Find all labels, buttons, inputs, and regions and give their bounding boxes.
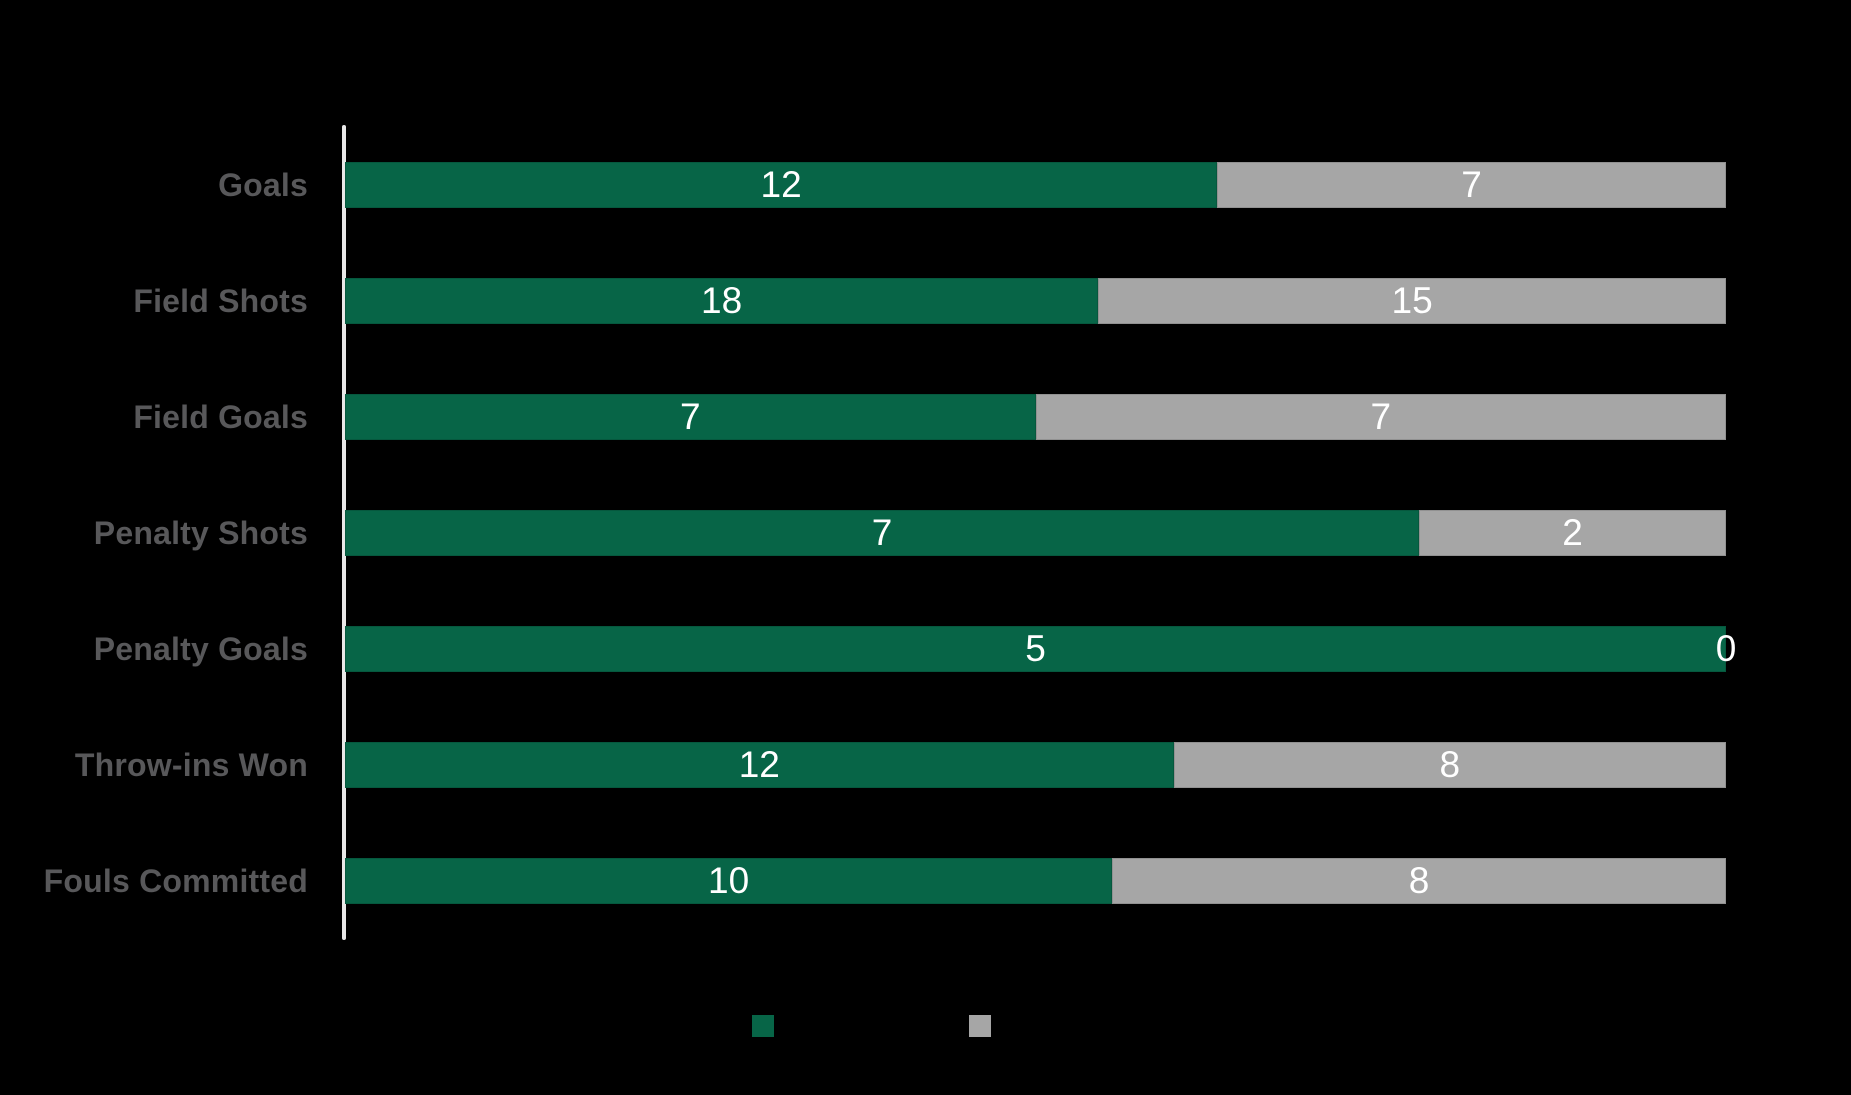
bar-segment-green: 7 bbox=[345, 394, 1036, 440]
bar-segment-gray: 15 bbox=[1098, 278, 1726, 324]
value-label-green: 10 bbox=[708, 860, 750, 901]
chart-row: Fouls Committed 10 8 bbox=[0, 858, 1851, 904]
value-label-gray: 0 bbox=[1715, 628, 1737, 669]
legend-swatch-gray bbox=[969, 1015, 991, 1037]
bar-segment-green: 12 bbox=[345, 162, 1218, 208]
bar-track: 12 8 bbox=[345, 742, 1726, 788]
value-label-gray: 8 bbox=[1439, 744, 1461, 785]
bar-track: 18 15 bbox=[345, 278, 1726, 324]
bar-segment-gray: 7 bbox=[1217, 162, 1726, 208]
bar-segment-green: 12 bbox=[345, 742, 1174, 788]
chart-row: Goals 12 7 bbox=[0, 162, 1851, 208]
value-label-green: 18 bbox=[701, 280, 743, 321]
y-axis-line bbox=[342, 125, 346, 940]
chart-row: Throw-ins Won 12 8 bbox=[0, 742, 1851, 788]
value-label-green: 12 bbox=[760, 164, 802, 205]
value-label-green: 7 bbox=[679, 396, 701, 437]
category-label: Penalty Shots bbox=[93, 515, 308, 551]
value-label-gray: 15 bbox=[1391, 280, 1433, 321]
category-label: Field Goals bbox=[133, 399, 308, 435]
legend-swatch-green bbox=[752, 1015, 774, 1037]
bar-segment-green: 18 bbox=[345, 278, 1099, 324]
chart-row: Field Shots 18 15 bbox=[0, 278, 1851, 324]
value-label-gray: 7 bbox=[1461, 164, 1482, 205]
bar-segment-gray: 2 bbox=[1419, 510, 1726, 556]
bar-segment-gray: 7 bbox=[1035, 394, 1726, 440]
bar-segment-green: 7 bbox=[345, 510, 1420, 556]
value-label-green: 7 bbox=[871, 512, 893, 553]
bar-segment-green: 10 bbox=[345, 858, 1113, 904]
bar-segment-gray: 8 bbox=[1173, 742, 1726, 788]
legend bbox=[0, 1015, 1851, 1037]
category-label: Field Shots bbox=[133, 283, 308, 319]
value-label-gray: 2 bbox=[1562, 512, 1583, 553]
chart-row: Penalty Shots 7 2 bbox=[0, 510, 1851, 556]
category-label: Throw-ins Won bbox=[74, 747, 308, 783]
value-label-green: 5 bbox=[1025, 628, 1046, 669]
category-label: Fouls Committed bbox=[43, 863, 308, 899]
value-label-green: 12 bbox=[738, 744, 780, 785]
value-label-gray: 7 bbox=[1370, 396, 1392, 437]
chart-row: Field Goals 7 7 bbox=[0, 394, 1851, 440]
category-label: Goals bbox=[218, 167, 308, 203]
value-label-gray: 8 bbox=[1408, 860, 1430, 901]
bar-segment-gray: 8 bbox=[1112, 858, 1726, 904]
chart-row: Penalty Goals 5 0 bbox=[0, 626, 1851, 672]
category-label: Penalty Goals bbox=[93, 631, 308, 667]
bar-track: 12 7 bbox=[345, 162, 1726, 208]
bar-track: 10 8 bbox=[345, 858, 1726, 904]
bar-segment-green: 5 bbox=[345, 626, 1726, 672]
